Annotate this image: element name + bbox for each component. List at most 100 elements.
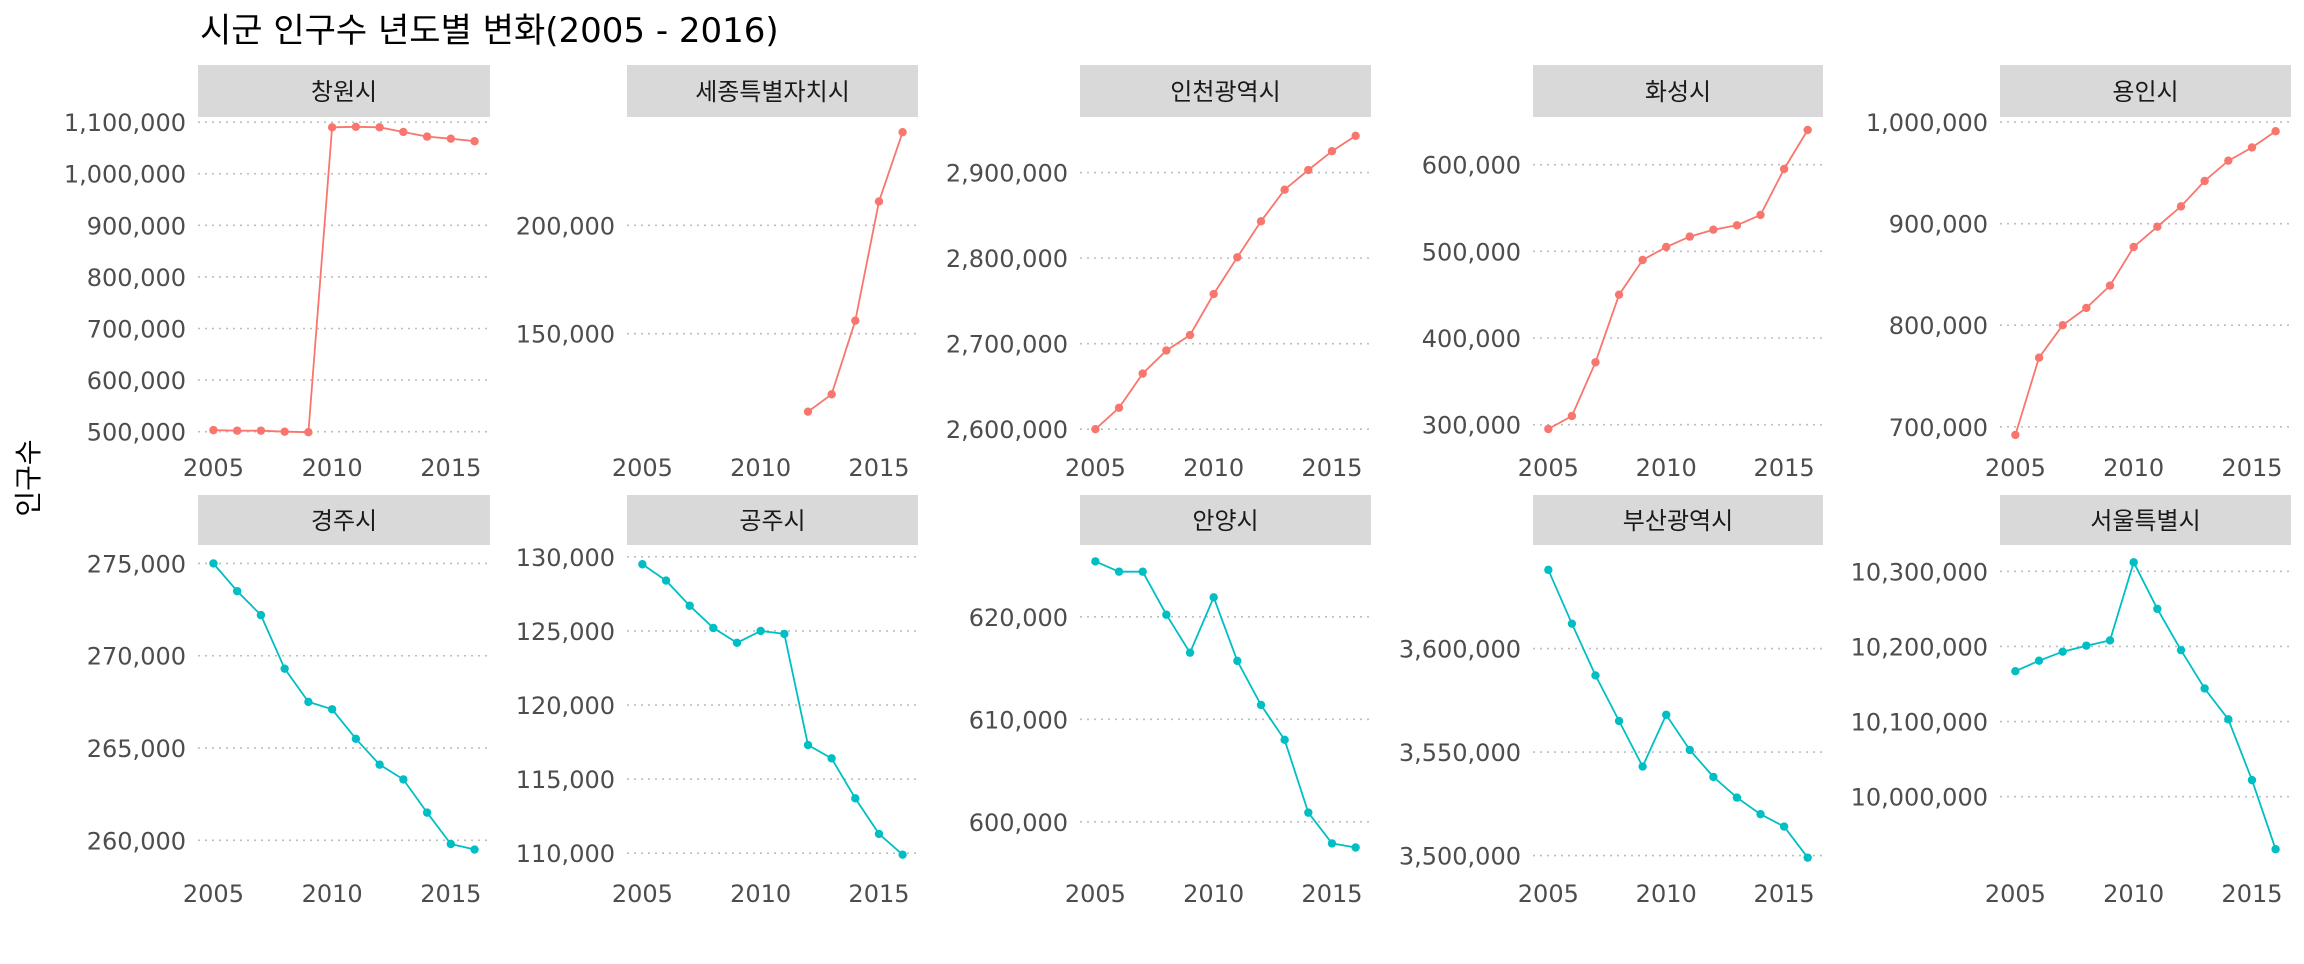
data-point xyxy=(2200,176,2209,186)
data-point xyxy=(1162,610,1171,619)
x-tick-label: 2015 xyxy=(848,454,909,482)
data-point xyxy=(232,586,242,596)
data-point xyxy=(1280,735,1289,745)
y-tick-label: 3,600,000 xyxy=(1399,636,1521,664)
data-point xyxy=(1256,217,1266,226)
facet-panel: 안양시 600,000 610,000 620,000 2005 2010 2015 xyxy=(969,495,1371,908)
facet-strip-label: 경주시 xyxy=(311,507,377,535)
data-point xyxy=(422,808,432,817)
y-tick-label: 150,000 xyxy=(516,321,615,349)
data-point xyxy=(2176,645,2186,655)
y-tick-label: 600,000 xyxy=(1422,152,1521,180)
x-tick-label: 2005 xyxy=(1985,454,2046,482)
x-tick-label: 2005 xyxy=(1065,880,1126,908)
y-tick-label: 800,000 xyxy=(1889,312,1988,340)
data-point xyxy=(661,576,671,585)
facet-strip-label: 세종특별자치시 xyxy=(695,78,850,106)
x-tick-label: 2015 xyxy=(848,880,909,908)
y-tick-label: 900,000 xyxy=(87,212,186,240)
data-point xyxy=(803,740,813,750)
data-point xyxy=(1638,762,1647,771)
y-axis-label: 인구수 xyxy=(12,439,45,516)
x-tick-label: 2005 xyxy=(612,454,673,482)
y-tick-label: 1,100,000 xyxy=(64,109,186,137)
data-point xyxy=(256,610,266,620)
x-tick-label: 2010 xyxy=(2103,454,2164,482)
data-point xyxy=(1638,255,1647,265)
data-point xyxy=(2129,242,2138,252)
y-tick-label: 10,200,000 xyxy=(1851,633,1988,661)
facet-panel: 용인시 700,000 800,000 900,000 1,000,000 2005 201… xyxy=(1866,65,2291,482)
data-point xyxy=(2224,156,2233,165)
data-point xyxy=(1256,700,1266,710)
data-point xyxy=(709,623,718,633)
data-point xyxy=(1685,232,1694,241)
data-point xyxy=(1304,165,1313,175)
series-line xyxy=(213,125,475,434)
data-point xyxy=(1327,839,1337,848)
data-point xyxy=(874,197,884,206)
facet-strip xyxy=(198,65,490,117)
data-point xyxy=(685,601,694,610)
x-tick-label: 2005 xyxy=(1518,454,1579,482)
y-tick-label: 500,000 xyxy=(87,419,186,447)
data-point xyxy=(874,829,884,839)
y-tick-label: 900,000 xyxy=(1889,211,1988,239)
x-tick-label: 2010 xyxy=(1636,454,1697,482)
y-tick-label: 3,500,000 xyxy=(1399,843,1521,871)
data-point xyxy=(1209,289,1218,299)
facet-panel: 서울특별시 10,000,000 10,100,000 10,200,000 10,30… xyxy=(1851,495,2291,908)
x-tick-label: 2015 xyxy=(2221,880,2282,908)
data-point xyxy=(1351,131,1360,141)
data-point xyxy=(2271,127,2280,136)
data-point xyxy=(351,734,361,743)
data-point xyxy=(304,427,313,437)
data-point xyxy=(1280,185,1289,194)
data-point xyxy=(851,794,860,803)
data-point xyxy=(1709,772,1718,782)
data-point xyxy=(327,705,337,714)
data-point xyxy=(1162,346,1171,355)
y-tick-label: 620,000 xyxy=(969,604,1068,632)
y-tick-label: 200,000 xyxy=(516,212,615,240)
y-tick-label: 110,000 xyxy=(516,840,615,868)
y-tick-label: 130,000 xyxy=(516,544,615,572)
data-point xyxy=(2247,143,2257,152)
data-point xyxy=(2105,636,2115,645)
data-point xyxy=(1304,808,1313,817)
y-tick-label: 600,000 xyxy=(969,809,1068,837)
x-tick-label: 2015 xyxy=(2221,454,2282,482)
data-point xyxy=(1779,164,1789,174)
data-point xyxy=(2153,604,2162,614)
data-point xyxy=(1114,567,1124,576)
data-point xyxy=(732,638,742,647)
x-tick-label: 2010 xyxy=(730,880,791,908)
data-point xyxy=(1591,358,1600,367)
data-point xyxy=(2011,666,2020,676)
x-tick-label: 2010 xyxy=(1183,880,1244,908)
x-tick-label: 2005 xyxy=(1985,880,2046,908)
data-point xyxy=(1756,809,1765,819)
x-tick-label: 2010 xyxy=(1636,880,1697,908)
data-point xyxy=(2153,222,2162,231)
data-point xyxy=(1614,290,1624,299)
facet-strip-label: 창원시 xyxy=(311,78,377,106)
y-tick-label: 10,000,000 xyxy=(1851,784,1988,812)
data-point xyxy=(375,123,384,132)
data-point xyxy=(1709,225,1718,234)
facet-strip-label: 서울특별시 xyxy=(2090,507,2200,535)
y-tick-label: 270,000 xyxy=(87,643,186,671)
x-tick-label: 2015 xyxy=(1754,880,1815,908)
data-point xyxy=(280,664,289,673)
data-point xyxy=(2105,281,2115,290)
data-point xyxy=(446,839,456,849)
series-line xyxy=(1094,135,1357,430)
y-tick-label: 125,000 xyxy=(516,618,615,646)
data-point xyxy=(1779,822,1789,831)
data-point xyxy=(1567,619,1577,628)
y-tick-label: 260,000 xyxy=(87,827,186,855)
data-point xyxy=(1233,656,1242,666)
data-point xyxy=(1185,648,1195,657)
facet-strip xyxy=(2000,65,2291,117)
data-point xyxy=(304,697,313,707)
